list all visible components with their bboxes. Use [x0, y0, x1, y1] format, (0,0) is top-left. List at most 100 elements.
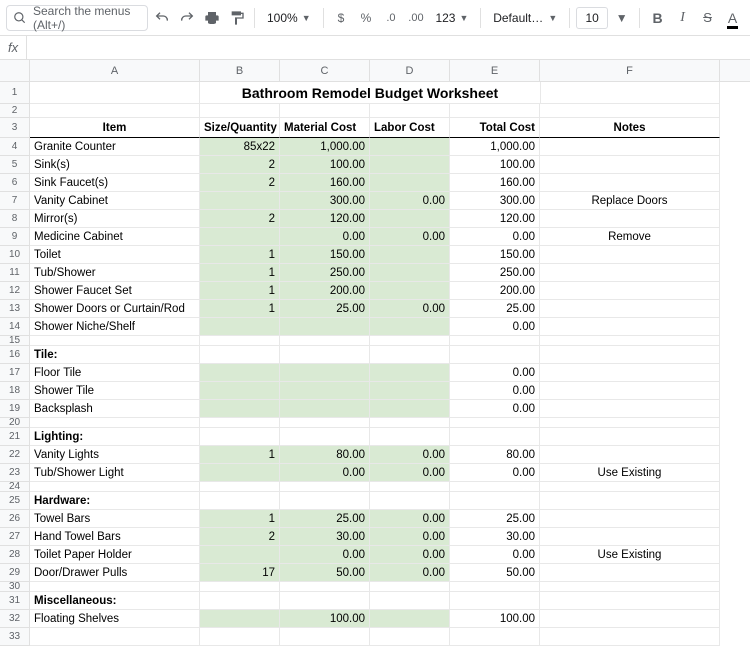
cell[interactable]: Tub/Shower Light — [30, 464, 200, 482]
cell[interactable] — [370, 418, 450, 428]
menu-search[interactable]: Search the menus (Alt+/) — [6, 5, 148, 31]
row-header[interactable]: 8 — [0, 210, 30, 228]
title-cell[interactable]: Bathroom Remodel Budget Worksheet — [200, 82, 540, 104]
cell[interactable] — [540, 628, 720, 646]
cell[interactable] — [540, 510, 720, 528]
cell[interactable]: 100.00 — [450, 610, 540, 628]
cell[interactable] — [280, 592, 370, 610]
row-header[interactable]: 2 — [0, 104, 30, 118]
cell[interactable]: Toilet Paper Holder — [30, 546, 200, 564]
cell[interactable] — [450, 346, 540, 364]
col-header-F[interactable]: F — [540, 60, 720, 81]
cell[interactable] — [200, 610, 280, 628]
cell[interactable]: 50.00 — [280, 564, 370, 582]
redo-button[interactable] — [175, 4, 198, 32]
cell[interactable]: 80.00 — [450, 446, 540, 464]
cell[interactable]: 0.00 — [370, 510, 450, 528]
cell[interactable] — [370, 346, 450, 364]
cell[interactable] — [370, 282, 450, 300]
cell[interactable]: Backsplash — [30, 400, 200, 418]
cell[interactable]: 1,000.00 — [280, 138, 370, 156]
cell[interactable]: Hand Towel Bars — [30, 528, 200, 546]
header-material[interactable]: Material Cost — [280, 118, 370, 138]
row-header[interactable]: 27 — [0, 528, 30, 546]
cell[interactable]: 150.00 — [450, 246, 540, 264]
cell[interactable] — [370, 104, 450, 118]
cell[interactable]: 2 — [200, 156, 280, 174]
cell[interactable] — [280, 318, 370, 336]
cell[interactable]: Use Existing — [540, 546, 720, 564]
header-size[interactable]: Size/Quantity — [200, 118, 280, 138]
cell[interactable] — [30, 418, 200, 428]
cell[interactable]: 120.00 — [280, 210, 370, 228]
cell[interactable] — [200, 464, 280, 482]
select-all-corner[interactable] — [0, 60, 30, 81]
cell[interactable] — [200, 400, 280, 418]
font-dropdown[interactable]: Default (Ari…▼ — [487, 4, 563, 32]
cell[interactable] — [280, 482, 370, 492]
undo-button[interactable] — [150, 4, 173, 32]
cell[interactable] — [450, 336, 540, 346]
header-total[interactable]: Total Cost — [450, 118, 540, 138]
cell[interactable]: 160.00 — [450, 174, 540, 192]
cell[interactable]: 1 — [200, 282, 280, 300]
cell[interactable]: 0.00 — [370, 446, 450, 464]
cell[interactable] — [540, 104, 720, 118]
row-header[interactable]: 23 — [0, 464, 30, 482]
cell[interactable]: 25.00 — [450, 300, 540, 318]
row-header[interactable]: 26 — [0, 510, 30, 528]
cell[interactable] — [540, 382, 720, 400]
cell[interactable] — [370, 582, 450, 592]
cell[interactable] — [540, 300, 720, 318]
cell[interactable] — [450, 428, 540, 446]
cell[interactable] — [200, 318, 280, 336]
cell[interactable]: 0.00 — [280, 228, 370, 246]
cell[interactable] — [200, 192, 280, 210]
cell[interactable] — [540, 264, 720, 282]
cell[interactable]: Replace Doors — [540, 192, 720, 210]
row-header[interactable]: 21 — [0, 428, 30, 446]
cell[interactable] — [280, 418, 370, 428]
row-header[interactable]: 13 — [0, 300, 30, 318]
cell[interactable]: 100.00 — [280, 156, 370, 174]
cell[interactable]: Towel Bars — [30, 510, 200, 528]
cell[interactable]: 200.00 — [280, 282, 370, 300]
cell[interactable] — [540, 418, 720, 428]
cell[interactable]: 2 — [200, 210, 280, 228]
col-header-A[interactable]: A — [30, 60, 200, 81]
font-size-input[interactable]: 10 — [576, 7, 608, 29]
cell[interactable] — [370, 382, 450, 400]
cell[interactable]: 1 — [200, 300, 280, 318]
header-notes[interactable]: Notes — [540, 118, 720, 138]
cell[interactable]: 85x22 — [200, 138, 280, 156]
dec-plus-button[interactable]: .00 — [404, 4, 427, 32]
cell[interactable] — [370, 364, 450, 382]
cell[interactable]: 2 — [200, 528, 280, 546]
cell[interactable] — [540, 246, 720, 264]
cell[interactable] — [370, 138, 450, 156]
zoom-dropdown[interactable]: 100%▼ — [261, 4, 317, 32]
cell[interactable]: 1 — [200, 446, 280, 464]
row-header[interactable]: 16 — [0, 346, 30, 364]
cell[interactable]: Shower Niche/Shelf — [30, 318, 200, 336]
row-header[interactable]: 22 — [0, 446, 30, 464]
cell[interactable]: 0.00 — [450, 400, 540, 418]
cell[interactable] — [30, 336, 200, 346]
cell[interactable]: 0.00 — [280, 546, 370, 564]
cell[interactable]: Shower Tile — [30, 382, 200, 400]
cell[interactable] — [280, 382, 370, 400]
cell[interactable]: 300.00 — [450, 192, 540, 210]
row-header[interactable]: 33 — [0, 628, 30, 646]
row-header[interactable]: 20 — [0, 418, 30, 428]
cell[interactable] — [540, 492, 720, 510]
cell[interactable] — [540, 564, 720, 582]
cell[interactable]: 1 — [200, 510, 280, 528]
cell[interactable]: 25.00 — [450, 510, 540, 528]
cell[interactable] — [540, 156, 720, 174]
cell[interactable] — [200, 482, 280, 492]
cell[interactable] — [450, 104, 540, 118]
cell[interactable]: 250.00 — [450, 264, 540, 282]
cell[interactable] — [540, 482, 720, 492]
cell[interactable]: 2 — [200, 174, 280, 192]
cell[interactable]: 17 — [200, 564, 280, 582]
